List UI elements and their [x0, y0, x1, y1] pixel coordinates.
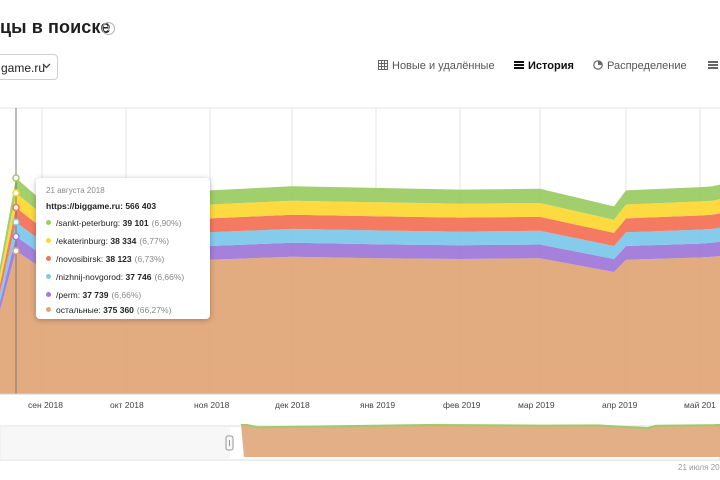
x-axis-labels: сен 2018 окт 2018 ноя 2018 дек 2018 янв … [0, 400, 720, 412]
layers-icon [514, 61, 524, 69]
tab-more[interactable] [708, 60, 720, 72]
x-tick-label: фев 2019 [443, 400, 481, 410]
chevron-down-icon [42, 63, 51, 69]
tooltip-row: /perm: 37 739 (6,66%) [46, 290, 141, 300]
navigator-date: 21 июля 20 [678, 463, 720, 472]
tooltip-row: /novosibirsk: 38 123 (6,73%) [46, 254, 164, 264]
tab-history[interactable]: История [514, 60, 574, 72]
tab-new-removed[interactable]: Новые и удалённые [378, 60, 495, 72]
tab-distribution-label: Распределение [607, 60, 687, 72]
navigator-area [230, 424, 720, 457]
chart-tooltip: 21 августа 2018 https://biggame.ru: 566 … [36, 178, 210, 319]
table-icon [378, 60, 388, 70]
pie-icon [593, 60, 603, 70]
tooltip-row: /sankt-peterburg: 39 101 (6,90%) [46, 218, 181, 228]
series-color-dot [46, 220, 51, 225]
x-tick-label: май 201 [684, 400, 716, 410]
view-tabs: Новые и удалённые История Распределение [0, 60, 720, 76]
site-select-value: game.ru [1, 61, 46, 75]
tooltip-row: /nizhnij-novgorod: 37 746 (6,66%) [46, 272, 184, 282]
navigator-mask [0, 426, 230, 460]
page-title: цы в поиске [0, 17, 111, 37]
series-color-dot [46, 292, 51, 297]
x-tick-label: ноя 2018 [194, 400, 230, 410]
layers-icon [708, 61, 718, 69]
series-color-dot [46, 274, 51, 279]
tab-new-removed-label: Новые и удалённые [392, 60, 495, 72]
series-color-dot [46, 307, 51, 312]
tab-distribution[interactable]: Распределение [593, 60, 687, 72]
info-icon[interactable]: i [102, 22, 115, 35]
series-color-dot [46, 256, 51, 261]
hover-point [12, 174, 20, 182]
hover-point [12, 247, 20, 255]
x-tick-label: окт 2018 [110, 400, 144, 410]
x-tick-label: мар 2019 [518, 400, 555, 410]
x-tick-label: дек 2018 [275, 400, 310, 410]
series-color-dot [46, 238, 51, 243]
range-navigator[interactable] [0, 424, 720, 462]
x-tick-label: янв 2019 [360, 400, 396, 410]
tooltip-row: остальные: 375 360 (66,27%) [46, 305, 171, 315]
site-select[interactable]: game.ru [0, 54, 58, 80]
x-tick-label: апр 2019 [602, 400, 638, 410]
hover-point [12, 232, 20, 241]
hover-point [12, 203, 20, 212]
tab-history-label: История [528, 60, 574, 72]
x-tick-label: сен 2018 [28, 400, 63, 410]
tooltip-date: 21 августа 2018 [46, 186, 105, 195]
hover-point [12, 189, 20, 197]
navigator-line [240, 424, 720, 430]
hover-point [12, 218, 20, 226]
tooltip-total: https://biggame.ru: 566 403 [46, 201, 157, 211]
tooltip-row: /ekaterinburg: 38 334 (6,77%) [46, 236, 169, 246]
